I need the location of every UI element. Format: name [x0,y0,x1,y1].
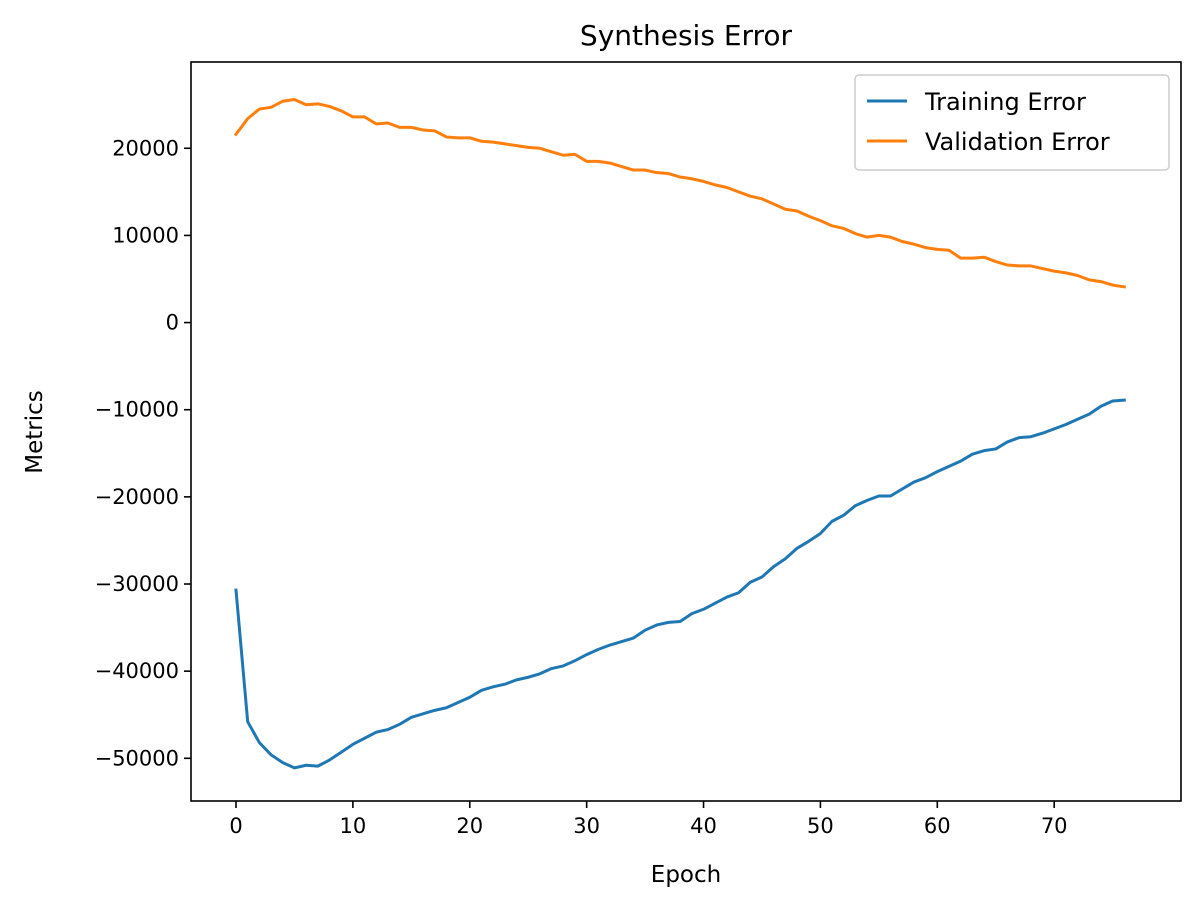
y-tick-label: −20000 [95,485,179,509]
plot-frame [190,61,1182,802]
y-axis-label: Metrics [22,390,48,474]
legend-box [854,74,1170,171]
x-tick-label: 60 [924,814,951,838]
x-axis-label: Epoch [651,862,721,888]
x-tick-label: 10 [340,814,367,838]
chart-title: Synthesis Error [580,19,793,52]
x-tick-label: 50 [807,814,834,838]
legend: Training Error Validation Error [854,74,1170,171]
series-line-2 [233,97,1127,289]
y-tick-label: −40000 [95,659,179,683]
x-tick-label: 40 [690,814,717,838]
axes: 0 10 20 30 40 50 60 70 −50000 −40000 −30000 −20000 −… [95,61,1182,838]
x-tick-label: 70 [1041,814,1068,838]
series-line-1 [234,398,1126,770]
y-tick-label: −30000 [95,572,179,596]
plot-area [233,97,1127,770]
y-tick-label: 0 [166,311,179,335]
x-tick-label: 0 [229,814,242,838]
y-tick-label: 10000 [112,223,179,247]
y-tick-label: −10000 [95,398,179,422]
x-tick-label: 30 [573,814,600,838]
legend-label-2: Validation Error [925,128,1110,156]
x-tick-label: 20 [456,814,483,838]
y-tick-label: −50000 [95,746,179,770]
legend-label-1: Training Error [924,88,1086,116]
y-tick-label: 20000 [112,136,179,160]
